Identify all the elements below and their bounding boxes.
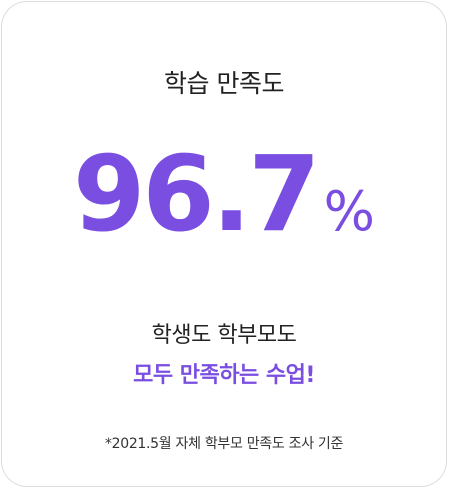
stat-value: 96.7 (73, 133, 321, 255)
card-title: 학습 만족도 (164, 69, 284, 98)
stat-unit: % (323, 180, 375, 243)
card-footnote: *2021.5월 자체 학부모 만족도 조사 기준 (104, 436, 344, 452)
card-subtitle: 학생도 학부모도 (151, 323, 297, 348)
card-highlight: 모두 만족하는 수업! (133, 363, 315, 388)
satisfaction-stat: 96.7% (2, 142, 446, 246)
